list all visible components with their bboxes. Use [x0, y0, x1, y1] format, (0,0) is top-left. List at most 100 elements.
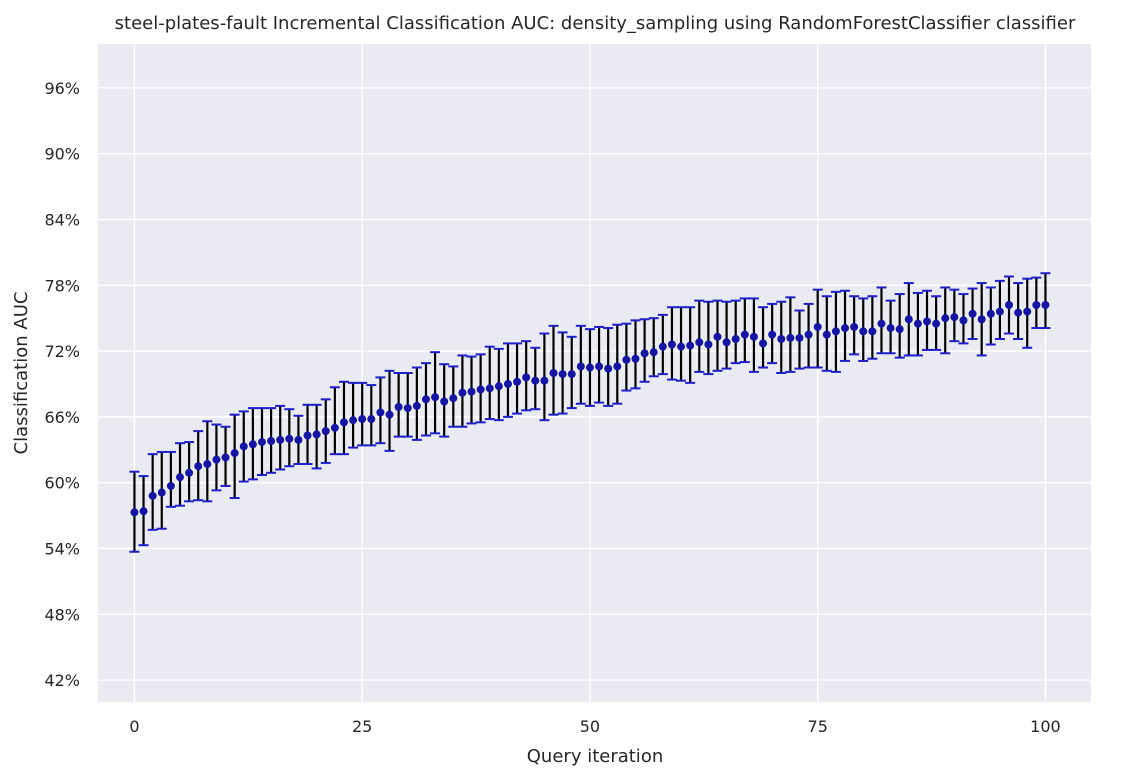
- data-point: [166, 481, 175, 490]
- data-point: [995, 307, 1004, 316]
- data-point: [503, 379, 512, 388]
- data-point: [431, 393, 440, 402]
- y-tick-label: 90%: [44, 145, 80, 164]
- data-point: [203, 460, 212, 469]
- data-point: [394, 402, 403, 411]
- data-point: [421, 395, 430, 404]
- data-point: [303, 431, 312, 440]
- data-point: [175, 473, 184, 482]
- data-point: [1032, 301, 1041, 310]
- data-point: [886, 324, 895, 333]
- data-point: [913, 319, 922, 328]
- data-point: [476, 385, 485, 394]
- data-point: [686, 341, 695, 350]
- data-point: [449, 394, 458, 403]
- data-point: [376, 408, 385, 417]
- data-point: [923, 317, 932, 326]
- data-point: [130, 508, 139, 517]
- y-tick-label: 48%: [44, 605, 80, 624]
- data-point: [458, 388, 467, 397]
- data-point: [649, 348, 658, 357]
- data-point: [276, 435, 285, 444]
- y-tick-label: 84%: [44, 210, 80, 229]
- data-point: [695, 338, 704, 347]
- data-point: [540, 376, 549, 385]
- data-point: [522, 373, 531, 382]
- data-point: [367, 415, 376, 424]
- chart-title: steel-plates-fault Incremental Classific…: [115, 13, 1076, 34]
- data-point: [321, 427, 330, 436]
- data-point: [494, 382, 503, 391]
- data-point: [786, 333, 795, 342]
- data-point: [194, 462, 203, 471]
- data-point: [631, 354, 640, 363]
- x-axis-ticks: 0 25 50 75 100: [129, 717, 1060, 736]
- data-point: [185, 468, 194, 477]
- data-point: [968, 309, 977, 318]
- data-point: [412, 401, 421, 410]
- data-point: [731, 335, 740, 344]
- data-point: [239, 442, 248, 451]
- data-point: [640, 349, 649, 358]
- data-points: [130, 301, 1050, 517]
- data-point: [850, 322, 859, 331]
- y-tick-label: 72%: [44, 342, 80, 361]
- data-point: [877, 319, 886, 328]
- y-tick-label: 78%: [44, 276, 80, 295]
- data-point: [795, 333, 804, 342]
- y-axis-ticks: 42% 48% 54% 60% 66% 72% 78% 84% 90% 96%: [44, 79, 80, 690]
- data-point: [385, 410, 394, 419]
- data-point: [567, 370, 576, 379]
- data-point: [822, 330, 831, 339]
- data-point: [713, 332, 722, 341]
- data-point: [576, 362, 585, 371]
- data-point: [977, 315, 986, 324]
- data-point: [722, 338, 731, 347]
- data-point: [294, 435, 303, 444]
- data-point: [831, 327, 840, 336]
- data-point: [859, 327, 868, 336]
- data-point: [868, 327, 877, 336]
- data-point: [285, 434, 294, 443]
- x-tick-label: 75: [808, 717, 828, 736]
- data-point: [613, 362, 622, 371]
- data-point: [804, 330, 813, 339]
- data-point: [513, 377, 522, 386]
- data-point: [941, 314, 950, 323]
- y-tick-label: 54%: [44, 539, 80, 558]
- data-point: [358, 415, 367, 424]
- data-point: [622, 355, 631, 364]
- x-tick-label: 100: [1030, 717, 1061, 736]
- data-point: [230, 449, 239, 458]
- data-point: [658, 342, 667, 351]
- data-point: [1005, 301, 1014, 310]
- data-point: [221, 453, 230, 462]
- data-point: [704, 340, 713, 349]
- data-point: [403, 404, 412, 413]
- y-tick-label: 42%: [44, 671, 80, 690]
- x-axis-label: Query iteration: [527, 746, 663, 767]
- data-point: [1023, 307, 1032, 316]
- data-point: [349, 416, 358, 425]
- plot-area: [98, 44, 1091, 702]
- y-tick-label: 60%: [44, 474, 80, 493]
- data-point: [467, 387, 476, 396]
- data-point: [330, 423, 339, 432]
- data-point: [904, 315, 913, 324]
- y-tick-label: 96%: [44, 79, 80, 98]
- data-point: [1014, 308, 1023, 317]
- data-point: [558, 370, 567, 379]
- data-point: [841, 324, 850, 333]
- data-point: [595, 362, 604, 371]
- data-point: [148, 491, 157, 500]
- data-point: [768, 330, 777, 339]
- data-point: [932, 319, 941, 328]
- data-point: [777, 335, 786, 344]
- data-point: [759, 339, 768, 348]
- data-point: [248, 440, 257, 449]
- data-point: [604, 364, 613, 373]
- data-point: [585, 363, 594, 372]
- data-point: [212, 455, 221, 464]
- data-point: [667, 340, 676, 349]
